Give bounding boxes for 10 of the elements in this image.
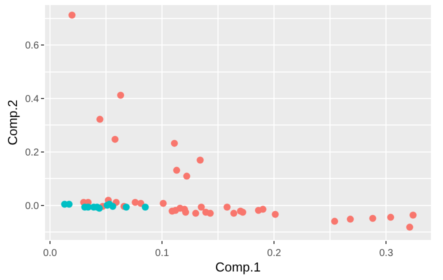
x-axis-title: Comp.1 [215,260,261,275]
x-tick-label: 0.1 [155,248,170,259]
x-tick-label: 0.2 [267,248,282,259]
y-tick-label: 0.4 [25,94,40,105]
x-tick-label: 0.0 [43,248,58,259]
y-axis-title: Comp.2 [5,100,20,146]
y-tick-label: 0.0 [25,200,40,212]
y-tick-label: 0.6 [25,40,40,52]
y-tick-label: 0.2 [25,147,40,158]
x-tick-label: 0.3 [379,248,394,259]
